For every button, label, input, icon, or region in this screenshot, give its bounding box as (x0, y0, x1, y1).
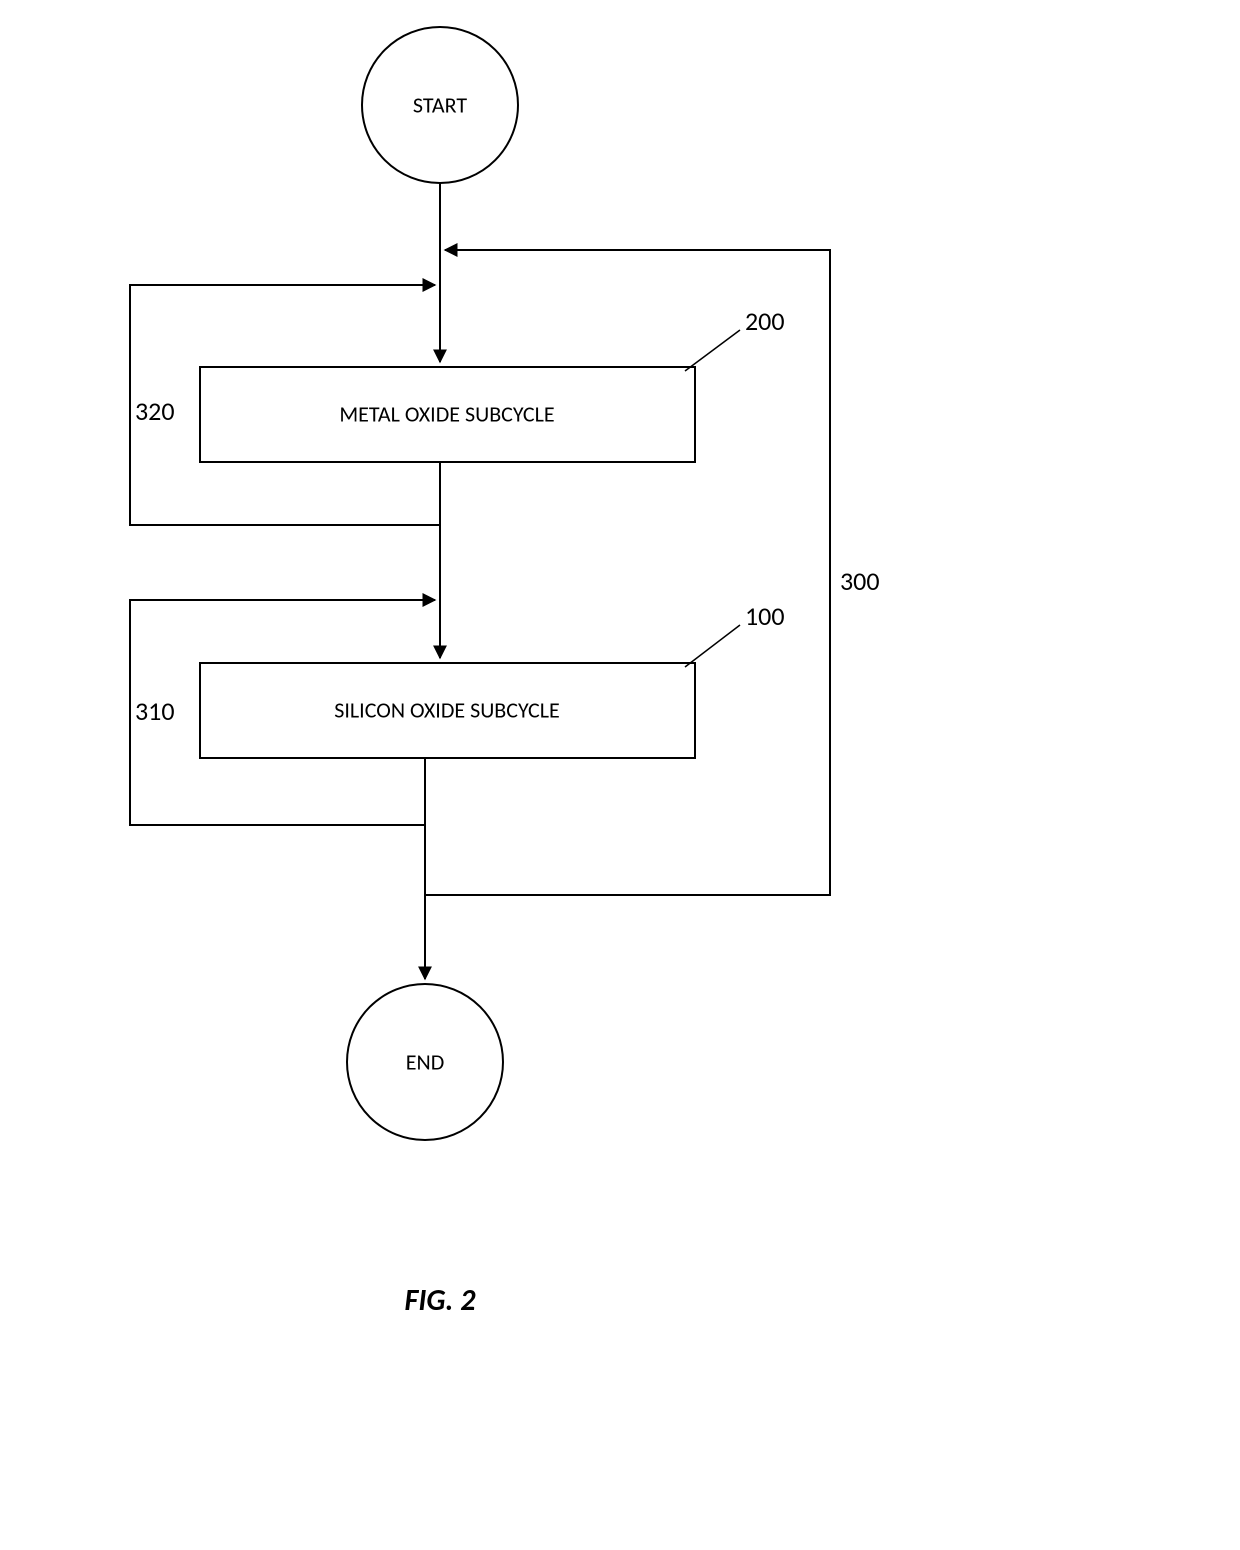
ref-310: 310 (135, 695, 175, 727)
figure-label: FIG. 2 (405, 1282, 477, 1319)
ref-320: 320 (135, 395, 175, 427)
ref-leader-200 (685, 330, 740, 371)
start-label: START (413, 91, 467, 118)
box-metal-oxide-label: METAL OXIDE SUBCYCLE (339, 400, 554, 427)
ref-300: 300 (840, 565, 880, 597)
ref-200: 200 (745, 305, 785, 337)
ref-leader-100 (685, 625, 740, 667)
loop-300 (425, 250, 830, 895)
end-label: END (406, 1048, 444, 1075)
ref-100: 100 (745, 600, 785, 632)
box-silicon-oxide-label: SILICON OXIDE SUBCYCLE (334, 696, 559, 723)
